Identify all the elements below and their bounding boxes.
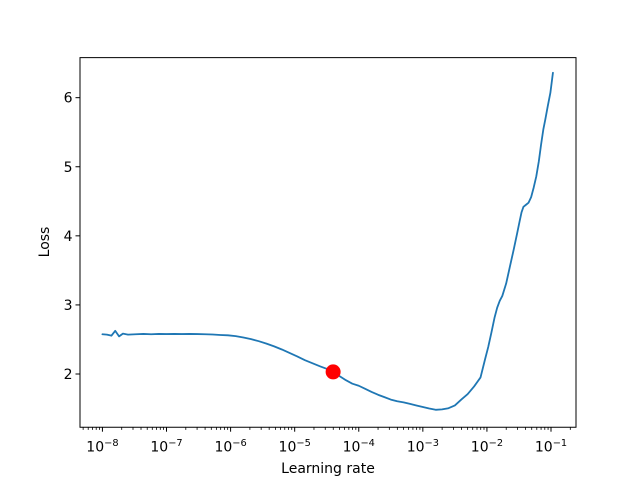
x-tick-label: 10−6 bbox=[214, 438, 246, 456]
loss-curve bbox=[101, 71, 554, 411]
y-tick-label: 2 bbox=[64, 367, 73, 383]
y-tick-label: 3 bbox=[64, 298, 73, 314]
x-tick-label: 10−4 bbox=[343, 438, 375, 456]
y-tick-label: 5 bbox=[64, 160, 73, 176]
x-tick-label: 10−1 bbox=[535, 438, 567, 456]
x-tick-label: 10−8 bbox=[86, 438, 118, 456]
x-tick-label: 10−3 bbox=[407, 438, 439, 456]
y-axis-label: Loss bbox=[37, 226, 53, 258]
x-tick-label: 10−7 bbox=[150, 438, 182, 456]
y-tick-label: 6 bbox=[64, 91, 73, 107]
y-tick-label: 4 bbox=[64, 229, 73, 245]
suggested-lr-marker bbox=[325, 364, 341, 380]
axes-spines bbox=[79, 57, 577, 428]
x-tick-label: 10−2 bbox=[471, 438, 503, 456]
x-axis-label: Learning rate bbox=[281, 461, 375, 477]
axis-tick-labels: 10−8 10−7 10−6 10−5 10−4 10−3 10−2 10−1 2 3 4 5 6 bbox=[64, 91, 568, 456]
axis-ticks bbox=[75, 97, 571, 432]
x-tick-label: 10−5 bbox=[279, 438, 311, 456]
